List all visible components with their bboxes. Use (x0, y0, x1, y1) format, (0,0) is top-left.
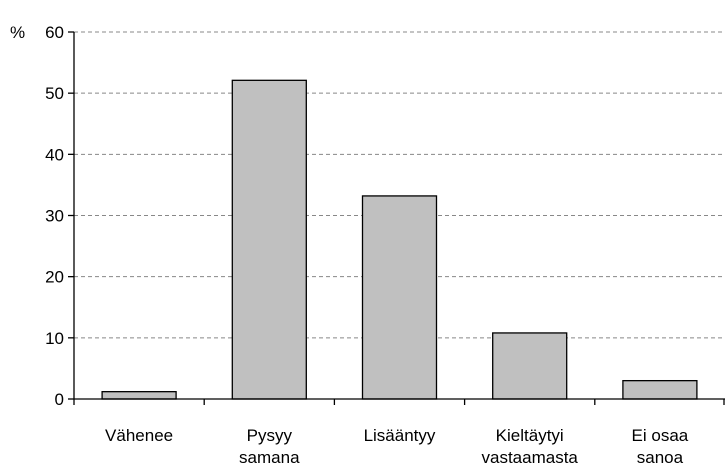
x-tick-label: Kieltäytyi vastaamasta (482, 426, 579, 467)
x-axis: Vähenee Pysyy samana Lisääntyy Kieltäytyi vas… (73, 398, 725, 467)
y-tick-label: 30 (45, 207, 64, 226)
x-tick-label: Lisääntyy (364, 426, 436, 445)
y-tick-label: 20 (45, 268, 64, 287)
y-tick-label: 10 (45, 329, 64, 348)
y-tick-label: 50 (45, 84, 64, 103)
x-tick-label: Vähenee (105, 426, 173, 445)
bars (101, 79, 698, 400)
y-tick-label: 60 (45, 23, 64, 42)
bar (231, 79, 307, 400)
y-tick-label: 0 (55, 390, 64, 409)
bar (101, 391, 177, 400)
bar (492, 332, 568, 400)
y-tick-label: 40 (45, 145, 64, 164)
x-tick-label: Pysyy samana (239, 426, 300, 467)
bar (622, 379, 698, 400)
bar (361, 195, 438, 400)
y-axis: 0 10 20 30 40 50 60 (45, 23, 75, 409)
x-tick-label: Ei osaa sanoa (632, 426, 689, 467)
y-unit-label: % (10, 23, 25, 42)
